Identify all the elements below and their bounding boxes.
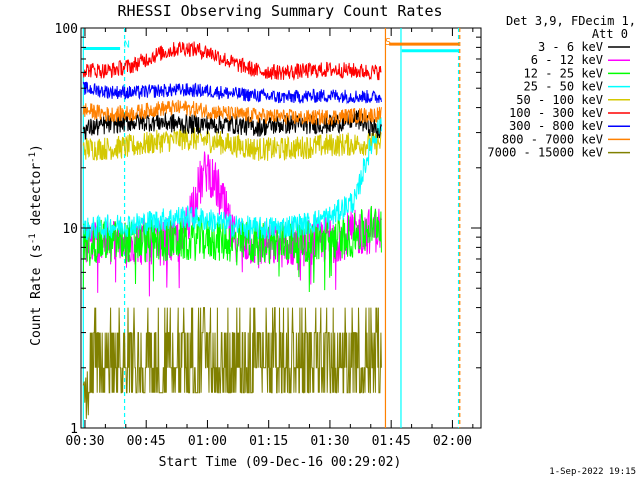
legend-header-line1: Det 3,9, FDecim 1, <box>506 14 636 28</box>
y-tick-label: 1 <box>70 422 78 437</box>
legend-header-line2: Att 0 <box>592 27 628 41</box>
series-line <box>82 307 382 419</box>
x-tick-label: 01:00 <box>188 434 227 449</box>
legend-entry-label: 800 - 7000 keV <box>502 132 603 146</box>
legend-entry-label: 100 - 300 keV <box>509 106 603 120</box>
x-tick-label: 01:15 <box>249 434 288 449</box>
x-tick-label: 01:30 <box>310 434 349 449</box>
x-tick-label: 00:30 <box>65 434 104 449</box>
y-tick-label: 10 <box>62 222 78 237</box>
y-axis-label: Count Rate (s-1 detector-1) <box>28 144 44 346</box>
marker-s: S <box>385 37 391 48</box>
x-tick-label: 01:45 <box>372 434 411 449</box>
legend-entry-label: 3 - 6 keV <box>538 40 603 54</box>
marker-n: N <box>124 39 130 50</box>
timestamp: 1-Sep-2022 19:15 <box>549 467 636 477</box>
legend-entry-label: 7000 - 15000 keV <box>487 146 603 160</box>
x-tick-label: 00:45 <box>127 434 166 449</box>
legend-entry-label: 300 - 800 keV <box>509 119 603 133</box>
legend-entry-label: 25 - 50 keV <box>524 80 603 94</box>
series-line <box>82 41 382 82</box>
series-line <box>82 126 382 161</box>
chart-title: RHESSI Observing Summary Count Rates <box>117 2 442 20</box>
x-axis-label: Start Time (09-Dec-16 00:29:02) <box>159 455 402 470</box>
series-layer <box>82 41 382 419</box>
series-line <box>82 113 382 241</box>
legend-entry-label: 12 - 25 keV <box>524 66 603 80</box>
x-tick-label: 02:00 <box>433 434 472 449</box>
series-line <box>82 81 382 105</box>
y-tick-label: 100 <box>55 22 78 37</box>
axes: 1 10 100 00:30 00:45 01:00 01:15 01:30 01:45 02:0… <box>55 22 481 449</box>
series-line <box>82 99 382 126</box>
legend-entry-label: 50 - 100 keV <box>516 93 603 107</box>
legend-entry-label: 6 - 12 keV <box>531 53 603 67</box>
